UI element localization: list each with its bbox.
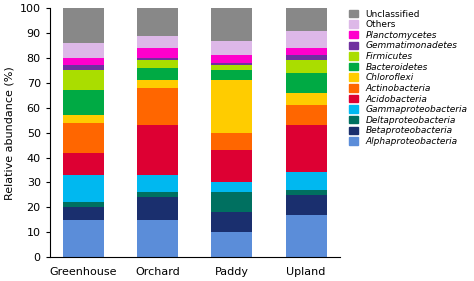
Bar bbox=[137, 58, 178, 60]
Bar bbox=[63, 123, 104, 153]
Bar bbox=[211, 150, 252, 182]
Bar bbox=[63, 207, 104, 220]
Bar bbox=[286, 173, 327, 190]
Bar bbox=[286, 195, 327, 215]
Bar bbox=[211, 8, 252, 40]
Bar bbox=[286, 215, 327, 257]
Bar bbox=[211, 63, 252, 65]
Legend: Unclassified, Others, Planctomycetes, Gemmatimonadetes, Firmicutes, Bacteroidete: Unclassified, Others, Planctomycetes, Ge… bbox=[347, 8, 469, 148]
Bar bbox=[137, 220, 178, 257]
Bar bbox=[137, 192, 178, 197]
Bar bbox=[137, 80, 178, 88]
Bar bbox=[286, 48, 327, 55]
Bar bbox=[286, 31, 327, 48]
Bar bbox=[286, 60, 327, 73]
Bar bbox=[211, 133, 252, 150]
Bar bbox=[211, 182, 252, 192]
Bar bbox=[286, 93, 327, 105]
Bar bbox=[286, 73, 327, 93]
Bar bbox=[211, 212, 252, 232]
Bar bbox=[63, 175, 104, 202]
Bar bbox=[211, 192, 252, 212]
Bar bbox=[211, 232, 252, 257]
Bar bbox=[63, 153, 104, 175]
Bar bbox=[137, 68, 178, 80]
Bar bbox=[286, 8, 327, 31]
Bar bbox=[211, 80, 252, 133]
Bar bbox=[63, 71, 104, 90]
Bar bbox=[63, 90, 104, 115]
Bar bbox=[137, 48, 178, 58]
Bar bbox=[137, 175, 178, 192]
Bar bbox=[137, 125, 178, 175]
Bar bbox=[286, 125, 327, 173]
Bar bbox=[63, 43, 104, 58]
Y-axis label: Relative abundance (%): Relative abundance (%) bbox=[4, 66, 14, 200]
Bar bbox=[211, 71, 252, 80]
Bar bbox=[137, 36, 178, 48]
Bar bbox=[63, 8, 104, 43]
Bar bbox=[137, 8, 178, 36]
Bar bbox=[63, 58, 104, 65]
Bar bbox=[63, 202, 104, 207]
Bar bbox=[137, 197, 178, 220]
Bar bbox=[63, 115, 104, 123]
Bar bbox=[286, 190, 327, 195]
Bar bbox=[137, 60, 178, 68]
Bar bbox=[137, 88, 178, 125]
Bar bbox=[63, 65, 104, 71]
Bar bbox=[211, 55, 252, 63]
Bar bbox=[286, 55, 327, 60]
Bar bbox=[211, 40, 252, 55]
Bar bbox=[63, 220, 104, 257]
Bar bbox=[211, 65, 252, 71]
Bar bbox=[286, 105, 327, 125]
